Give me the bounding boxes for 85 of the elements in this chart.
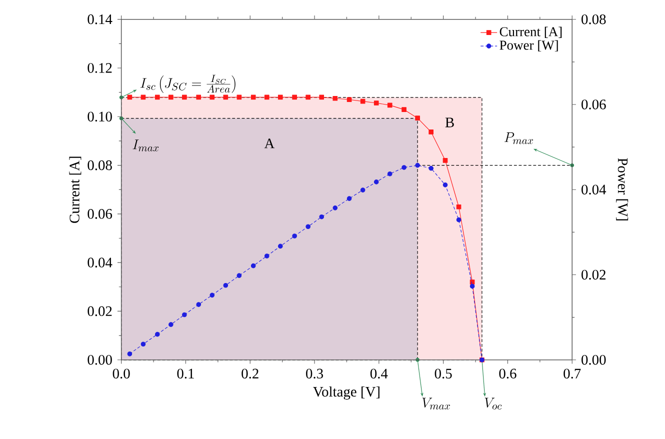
point: [346, 196, 352, 201]
series-label: B: [445, 118, 454, 128]
point: [196, 94, 202, 100]
point: [182, 312, 187, 318]
point: [154, 94, 160, 100]
point: [306, 224, 310, 229]
y-tick-label: 0.10: [88, 112, 112, 122]
point: [250, 94, 256, 100]
y2-axis-title: Power [W]: [616, 158, 628, 220]
point: [456, 217, 462, 222]
point: [140, 94, 146, 100]
y2-tick-label: 0.02: [582, 270, 606, 280]
point: [210, 292, 215, 298]
point: [210, 94, 215, 100]
x-tick-label: 0.7: [564, 368, 581, 378]
y-tick-label: 0.12: [88, 62, 112, 73]
y-tick-label: 0.08: [88, 160, 112, 170]
point: [319, 214, 324, 220]
point: [470, 280, 475, 284]
point: [319, 94, 324, 100]
point: [168, 322, 174, 327]
point: [332, 96, 338, 101]
y2-tick-label: 0.00: [582, 354, 606, 365]
x-tick-label: 0.3: [306, 368, 323, 378]
y2-tick-label: 0.04: [582, 184, 606, 194]
y2-tick-label: 0.06: [582, 99, 606, 110]
y-tick-label: 0.00: [88, 354, 112, 365]
point: [223, 94, 228, 100]
point: [442, 182, 448, 188]
x-tick-label: 0.2: [242, 368, 258, 378]
point: [292, 234, 297, 238]
point: [292, 94, 297, 100]
point: [264, 254, 270, 258]
point: [387, 102, 392, 108]
x-tick-label: 0.5: [434, 368, 452, 378]
legend-label: Current [A]: [500, 26, 562, 38]
point: [168, 94, 174, 100]
point: [182, 94, 187, 100]
point: [154, 332, 160, 337]
point: [402, 164, 406, 170]
y-tick-label: 0.06: [88, 208, 112, 219]
point: [127, 94, 132, 100]
point: [223, 282, 228, 288]
point: [374, 179, 379, 184]
series-label: A: [264, 138, 275, 148]
x-tick-label: 0.4: [370, 368, 388, 378]
x-tick-label: 0.0: [112, 368, 130, 378]
y-tick-label: 0.14: [88, 14, 112, 24]
x-axis-title: Voltage [V]: [313, 386, 380, 400]
point: [456, 204, 462, 210]
legend-label: Power [W]: [500, 40, 558, 52]
point: [250, 263, 256, 268]
point: [428, 129, 434, 134]
annotation: $I_{max}$: [132, 140, 159, 152]
y-tick-label: 0.02: [88, 306, 112, 316]
y2-tick-label: 0.08: [582, 14, 606, 24]
annotation: $V_{oc}$: [484, 398, 502, 410]
y-tick-label: 0.04: [88, 258, 112, 268]
x-tick-label: 0.6: [499, 368, 516, 378]
point: [415, 162, 420, 168]
point: [415, 116, 420, 120]
annotation: $I_{sc}\left(J_{SC}=\frac{I_{SC}}{Area}\right)$: [140, 74, 236, 93]
point: [236, 94, 242, 100]
point: [140, 342, 146, 346]
point: [360, 188, 366, 192]
point: [360, 98, 366, 104]
point: [332, 205, 338, 210]
point: [278, 94, 283, 100]
point: [264, 94, 270, 100]
point: [402, 107, 406, 112]
point: [346, 97, 352, 102]
point: [387, 171, 392, 176]
point: [374, 100, 379, 106]
annotation: $P_{max}$: [504, 132, 534, 144]
annotation: $V_{max}$: [422, 398, 450, 410]
point: [442, 158, 448, 163]
point: [236, 273, 242, 278]
y-axis-title: Current [A]: [69, 156, 82, 223]
point: [278, 244, 283, 249]
point: [306, 94, 310, 100]
point: [470, 284, 475, 289]
point: [196, 302, 202, 307]
x-tick-label: 0.1: [177, 368, 194, 378]
point: [428, 166, 434, 171]
point: [127, 351, 132, 356]
